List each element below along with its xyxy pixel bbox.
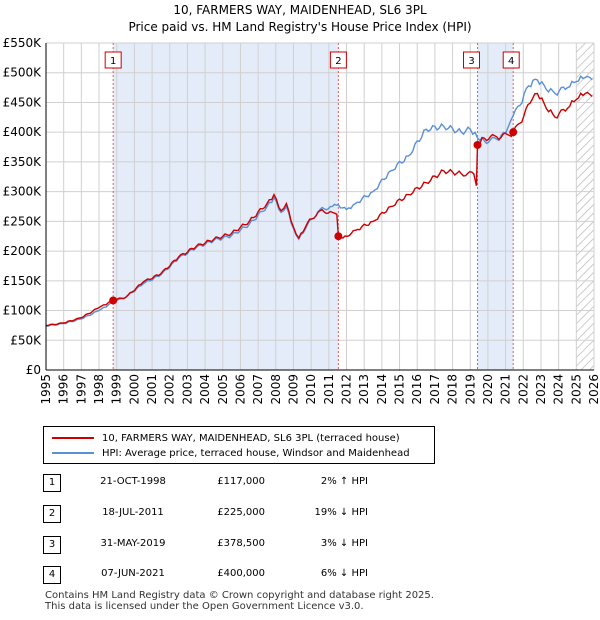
- transaction-badge: 4: [43, 566, 61, 584]
- transaction-price: £225,000: [217, 507, 265, 518]
- transaction-marker-label: 2: [335, 56, 341, 67]
- x-tick-label: 2011: [322, 374, 336, 405]
- x-tick-label: 2021: [499, 374, 513, 405]
- property-price-line: [45, 91, 593, 327]
- x-tick-label: 2006: [233, 374, 247, 405]
- hpi-line: [45, 75, 593, 327]
- y-tick-label: £150K: [3, 274, 43, 288]
- transaction-marker-label: 3: [468, 56, 474, 67]
- transaction-hpi-diff: 6% ↓ HPI: [320, 568, 368, 579]
- footer-license: This data is licensed under the Open Gov…: [45, 601, 364, 612]
- transaction-badge: 3: [43, 536, 61, 554]
- x-tick-label: 2022: [516, 374, 530, 405]
- transaction-hpi-diff: 19% ↓ HPI: [314, 507, 368, 518]
- x-tick-label: 1999: [110, 374, 124, 405]
- ownership-period-shade: [477, 43, 514, 370]
- x-tick-label: 1997: [74, 374, 88, 405]
- x-tick-label: 2024: [552, 374, 566, 405]
- transaction-price: £378,500: [217, 538, 265, 549]
- transaction-price: £117,000: [217, 476, 265, 487]
- x-tick-label: 2005: [216, 374, 230, 405]
- transaction-hpi-diff: 2% ↑ HPI: [320, 476, 368, 487]
- y-tick-label: £400K: [3, 125, 43, 139]
- x-tick-label: 1998: [92, 374, 106, 405]
- x-tick-label: 2012: [340, 374, 354, 405]
- x-tick-label: 2000: [127, 374, 141, 405]
- y-tick-label: £0: [26, 363, 41, 377]
- legend-label-property: 10, FARMERS WAY, MAIDENHEAD, SL6 3PL (te…: [102, 432, 400, 444]
- x-tick-label: 2015: [393, 374, 407, 405]
- x-tick-label: 2013: [357, 374, 371, 405]
- legend-item-hpi: HPI: Average price, terraced house, Wind…: [52, 446, 410, 460]
- transaction-date: 21-OCT-1998: [100, 476, 166, 487]
- x-tick-label: 1995: [39, 374, 53, 405]
- transaction-hpi-diff: 3% ↓ HPI: [320, 538, 368, 549]
- transaction-marker-label: 1: [110, 56, 116, 67]
- chart-subtitle: Price paid vs. HM Land Registry's House …: [128, 20, 471, 34]
- y-tick-label: £250K: [3, 214, 43, 228]
- legend-label-hpi: HPI: Average price, terraced house, Wind…: [102, 447, 410, 459]
- legend-swatch-hpi: [52, 452, 94, 454]
- transaction-badge: 2: [43, 505, 61, 523]
- y-tick-label: £350K: [3, 155, 43, 169]
- transaction-marker-box: [104, 51, 122, 69]
- transaction-marker-box: [329, 51, 347, 69]
- y-tick-label: £500K: [3, 66, 43, 80]
- forecast-hatch: [576, 43, 594, 370]
- transaction-marker-box: [502, 51, 520, 69]
- sale-point: [473, 140, 482, 149]
- sale-point: [509, 128, 518, 137]
- y-tick-label: £450K: [3, 95, 43, 109]
- x-tick-label: 2007: [251, 374, 265, 405]
- x-tick-label: 2017: [428, 374, 442, 405]
- x-tick-label: 2009: [286, 374, 300, 405]
- transaction-marker-label: 4: [508, 56, 514, 67]
- x-tick-label: 2002: [163, 374, 177, 405]
- legend-swatch-property: [52, 437, 94, 439]
- y-tick-label: £200K: [3, 244, 43, 258]
- y-tick-label: £300K: [3, 185, 43, 199]
- x-tick-label: 2008: [269, 374, 283, 405]
- x-tick-label: 2004: [198, 374, 212, 405]
- x-tick-label: 1996: [57, 374, 71, 405]
- y-tick-label: £100K: [3, 304, 43, 318]
- sale-point: [334, 232, 343, 241]
- x-tick-label: 2014: [375, 374, 389, 405]
- x-tick-label: 2026: [587, 374, 600, 405]
- x-tick-label: 2019: [463, 374, 477, 405]
- x-tick-label: 2016: [410, 374, 424, 405]
- x-tick-label: 2025: [569, 374, 583, 405]
- y-tick-label: £550K: [3, 36, 43, 50]
- x-tick-label: 2020: [481, 374, 495, 405]
- legend: 10, FARMERS WAY, MAIDENHEAD, SL6 3PL (te…: [43, 426, 435, 464]
- x-tick-label: 2023: [534, 374, 548, 405]
- transaction-date: 18-JUL-2011: [102, 507, 164, 518]
- transaction-badge: 1: [43, 474, 61, 492]
- x-tick-label: 2003: [180, 374, 194, 405]
- chart-title: 10, FARMERS WAY, MAIDENHEAD, SL6 3PL: [173, 3, 427, 17]
- footer-copyright: Contains HM Land Registry data © Crown c…: [45, 590, 434, 601]
- price-chart: 10, FARMERS WAY, MAIDENHEAD, SL6 3PL Pri…: [3, 3, 600, 405]
- footer: Contains HM Land Registry data © Crown c…: [45, 590, 434, 612]
- ownership-period-shade: [113, 43, 339, 370]
- legend-item-property: 10, FARMERS WAY, MAIDENHEAD, SL6 3PL (te…: [52, 431, 400, 445]
- sale-point: [109, 296, 118, 305]
- transaction-marker-box: [463, 51, 481, 69]
- x-tick-label: 2010: [304, 374, 318, 405]
- x-tick-label: 2001: [145, 374, 159, 405]
- transaction-date: 31-MAY-2019: [100, 538, 166, 549]
- transaction-date: 07-JUN-2021: [101, 568, 165, 579]
- x-tick-label: 2018: [446, 374, 460, 405]
- y-tick-label: £50K: [10, 333, 42, 347]
- transaction-price: £400,000: [217, 568, 265, 579]
